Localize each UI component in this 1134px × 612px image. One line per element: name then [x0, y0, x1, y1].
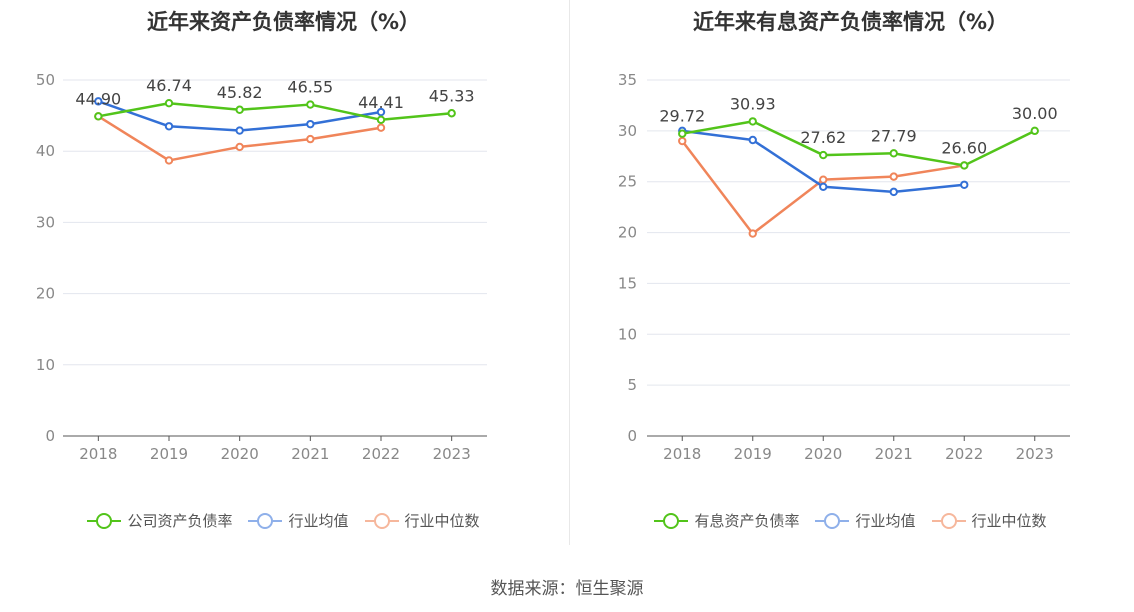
chart-legend: 公司资产负债率 行业均值 行业中位数 [0, 510, 567, 531]
y-tick-label: 35 [618, 71, 637, 89]
data-point [889, 187, 898, 197]
panel-divider [569, 0, 570, 545]
x-tick-label: 2023 [433, 445, 471, 463]
legend-item[interactable]: 公司资产负债率 [87, 510, 232, 531]
line-chart-right: 0 5 10 15 20 25 30 35 2018 2019 2020 2021 2022 2023 29… [618, 71, 1070, 463]
y-tick-label: 15 [618, 274, 637, 292]
data-label: 46.74 [146, 76, 192, 95]
legend-label: 行业中位数 [404, 512, 480, 530]
data-point [889, 149, 898, 158]
series-line [98, 101, 452, 122]
data-label: 27.79 [871, 126, 917, 145]
data-point [447, 109, 456, 118]
y-tick-label: 0 [45, 427, 55, 445]
y-tick-label: 0 [627, 427, 637, 445]
x-tick-label: 2023 [1016, 445, 1054, 463]
data-point [235, 105, 244, 114]
x-tick-label: 2021 [291, 445, 329, 463]
data-point [306, 119, 315, 129]
chart-panel-left: 近年来资产负债率情况（%） 0 10 20 30 40 50 2018 2019 2020 202… [0, 0, 567, 560]
y-tick-label: 30 [618, 122, 637, 140]
legend-label: 公司资产负债率 [127, 512, 233, 530]
data-point [819, 175, 828, 184]
x-tick-label: 2022 [362, 445, 400, 463]
y-tick-label: 30 [36, 213, 55, 231]
data-point [235, 126, 244, 135]
data-point [748, 229, 757, 238]
legend-item[interactable]: 行业均值 [815, 510, 916, 531]
series-line [682, 120, 1036, 167]
legend-item[interactable]: 有息资产负债率 [654, 510, 799, 531]
data-label: 26.60 [941, 138, 987, 157]
data-point [235, 142, 244, 152]
data-point [94, 97, 103, 106]
legend-swatch [248, 512, 283, 529]
legend-swatch [364, 512, 399, 529]
data-label: 30.93 [730, 94, 776, 113]
x-tick-label: 2020 [221, 445, 259, 463]
legend-label: 行业均值 [288, 512, 349, 530]
legend-label: 有息资产负债率 [694, 512, 800, 530]
y-tick-label: 5 [627, 376, 637, 394]
data-point [748, 135, 757, 145]
data-point [164, 122, 174, 131]
data-point [94, 112, 103, 121]
legend-item[interactable]: 行业中位数 [364, 510, 480, 531]
data-label: 44.41 [358, 93, 404, 112]
line-chart-left: 0 10 20 30 40 50 2018 2019 2020 2021 2022 2023 44.90… [36, 71, 487, 463]
data-point [376, 123, 386, 132]
data-point [960, 180, 969, 189]
y-tick-label: 25 [618, 173, 637, 191]
data-label: 44.90 [75, 89, 121, 108]
y-tick-label: 20 [36, 285, 55, 303]
legend-swatch [815, 512, 850, 529]
data-point [678, 136, 687, 146]
data-point [376, 115, 386, 125]
y-tick-label: 40 [36, 142, 55, 160]
x-tick-label: 2019 [734, 445, 772, 463]
chart-title: 近年来有息资产负债率情况（%） [692, 10, 1009, 34]
y-tick-label: 10 [36, 356, 55, 374]
data-point [819, 182, 828, 192]
y-tick-label: 10 [618, 325, 637, 343]
x-tick-label: 2022 [945, 445, 983, 463]
data-point [889, 172, 898, 181]
legend-item[interactable]: 行业均值 [248, 510, 349, 531]
data-label: 46.55 [287, 78, 333, 97]
data-source-note: 数据来源：恒生聚源 [490, 579, 644, 599]
data-point [819, 150, 828, 160]
x-tick-label: 2018 [79, 445, 117, 463]
legend-label: 行业中位数 [971, 512, 1047, 530]
legend-label: 行业均值 [855, 512, 916, 530]
data-label: 45.82 [217, 83, 263, 102]
x-tick-label: 2020 [804, 445, 842, 463]
data-point [1030, 126, 1039, 136]
y-tick-label: 20 [618, 224, 637, 242]
x-tick-label: 2018 [663, 445, 701, 463]
legend-swatch [87, 512, 122, 529]
chart-title: 近年来资产负债率情况（%） [146, 10, 421, 34]
data-point [306, 134, 315, 144]
legend-swatch [931, 512, 966, 529]
data-point [960, 161, 969, 170]
series-line [97, 115, 382, 162]
data-point [748, 117, 757, 126]
data-point [164, 156, 174, 165]
chart-panel-right: 近年来有息资产负债率情况（%） 0 5 10 15 20 25 30 35 2018 2019 20… [567, 0, 1134, 560]
data-label: 27.62 [800, 128, 846, 147]
data-point [164, 99, 174, 108]
x-tick-label: 2019 [150, 445, 188, 463]
chart-legend: 有息资产负债率 行业均值 行业中位数 [567, 510, 1134, 531]
data-label: 45.33 [429, 86, 475, 105]
x-tick-label: 2021 [875, 445, 913, 463]
data-label: 29.72 [659, 107, 705, 126]
data-point [306, 100, 315, 109]
y-tick-label: 50 [36, 71, 55, 89]
data-label: 30.00 [1012, 104, 1058, 123]
legend-item[interactable]: 行业中位数 [931, 510, 1047, 531]
legend-swatch [654, 512, 689, 529]
data-point [376, 107, 386, 117]
data-point [678, 129, 687, 138]
